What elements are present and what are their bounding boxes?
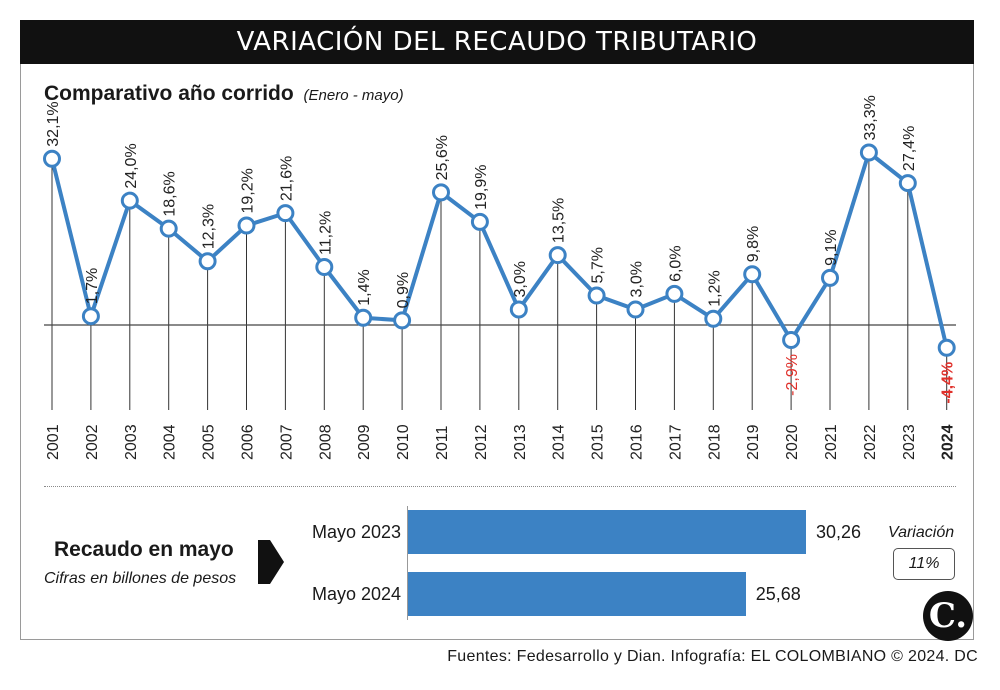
bar-value-label: 30,26 (816, 522, 862, 542)
data-point (626, 300, 645, 319)
bar-axis-line (407, 506, 408, 620)
series-line (50, 150, 949, 349)
arrow-right-icon (258, 540, 284, 584)
bar-chart-title: Recaudo en mayo (54, 538, 234, 561)
data-point (315, 257, 334, 276)
x-tick-label: 2004 (162, 424, 179, 460)
x-tick-label: 2013 (512, 424, 529, 460)
bar (408, 510, 806, 554)
line-chart-subtitle: (Enero - mayo) (303, 87, 404, 104)
data-label: 32,1% (45, 101, 62, 146)
bar-category-label: Mayo 2024 (312, 584, 402, 604)
data-point (159, 219, 178, 238)
data-label: 3,0% (512, 261, 529, 297)
line-chart: 32,1% 1,7% 24,0% 18,6% 12,3% 19,2% 21,6% 11,2% 1… (43, 95, 957, 460)
data-label: 12,3% (201, 204, 218, 249)
x-tick-label: 2022 (862, 424, 879, 460)
bar (408, 572, 746, 616)
x-tick-label: 2024 (940, 424, 957, 460)
x-tick-label: 2010 (395, 424, 412, 460)
data-label: 3,0% (629, 261, 646, 297)
data-point (509, 300, 528, 319)
data-label: 19,2% (240, 168, 257, 213)
x-tick-label: 2016 (629, 424, 646, 460)
data-point (198, 252, 217, 271)
x-tick-label: 2002 (84, 424, 101, 460)
data-point (432, 183, 450, 202)
data-label: 6,0% (667, 245, 684, 281)
data-point (821, 268, 839, 287)
x-tick-label: 2015 (590, 424, 607, 460)
data-point (743, 265, 762, 284)
x-tick-label: 2021 (823, 424, 840, 460)
x-tick-label: 2003 (123, 424, 140, 460)
data-point (704, 309, 723, 328)
data-point (120, 191, 139, 210)
variation-badge: 11% (893, 548, 955, 580)
data-point (354, 308, 373, 327)
data-point (43, 149, 61, 168)
x-tick-label: 2005 (201, 424, 218, 460)
x-tick-label: 2023 (901, 424, 918, 460)
data-point (937, 338, 956, 357)
data-label: 27,4% (901, 126, 918, 171)
data-label: -2,9% (784, 354, 801, 396)
data-point (782, 331, 801, 350)
data-point (859, 143, 878, 162)
data-label: 11,2% (317, 211, 334, 255)
bar-chart-subtitle: Cifras en billones de pesos (44, 570, 237, 587)
variation-label: Variación (888, 524, 955, 541)
x-tick-label: 2006 (240, 424, 257, 460)
x-tick-label: 2009 (356, 424, 373, 460)
data-point (587, 286, 606, 305)
data-label: 25,6% (434, 135, 451, 180)
data-label: 1,4% (356, 269, 373, 305)
bar-value-label: 25,68 (755, 584, 801, 604)
bar-category-label: Mayo 2023 (312, 522, 402, 542)
data-label: 33,3% (862, 95, 879, 140)
data-label: 13,5% (551, 198, 568, 243)
x-tick-label: 2011 (434, 425, 451, 460)
page-title: VARIACIÓN DEL RECAUDO TRIBUTARIO (20, 20, 974, 64)
x-tick-label: 2001 (45, 424, 62, 460)
data-label: 1,2% (706, 270, 723, 306)
data-point (665, 284, 684, 303)
data-label: 5,7% (590, 247, 607, 283)
data-label: 9,8% (745, 226, 762, 262)
section-divider (44, 486, 956, 487)
line-chart-title: Comparativo año corrido (Enero - mayo) (44, 82, 404, 106)
data-label: 9,1% (823, 229, 840, 265)
data-label: 24,0% (123, 143, 140, 188)
line-chart-title-text: Comparativo año corrido (44, 82, 294, 105)
x-tick-label: 2020 (784, 424, 801, 460)
data-label: 19,9% (473, 165, 490, 210)
source-note: Fuentes: Fedesarrollo y Dian. Infografía… (447, 648, 978, 665)
x-tick-label: 2017 (667, 424, 684, 460)
data-point (470, 212, 489, 231)
x-tick-label: 2014 (551, 424, 568, 460)
data-label: -4,4% (940, 362, 957, 404)
x-tick-label: 2008 (317, 424, 334, 460)
data-point (276, 204, 295, 223)
data-point (81, 307, 100, 326)
x-tick-label: 2007 (278, 424, 295, 460)
data-label: 21,6% (278, 156, 295, 201)
data-label: 0,9% (395, 272, 412, 308)
x-tick-label: 2019 (745, 424, 762, 460)
x-tick-label: 2018 (706, 424, 723, 460)
data-point (898, 174, 917, 193)
data-label: 1,7% (84, 268, 101, 304)
data-point (237, 216, 256, 235)
data-label: 18,6% (162, 171, 179, 216)
data-point (548, 246, 567, 265)
el-colombiano-logo: C. (923, 591, 973, 641)
x-tick-label: 2012 (473, 424, 490, 460)
data-point (393, 311, 412, 330)
